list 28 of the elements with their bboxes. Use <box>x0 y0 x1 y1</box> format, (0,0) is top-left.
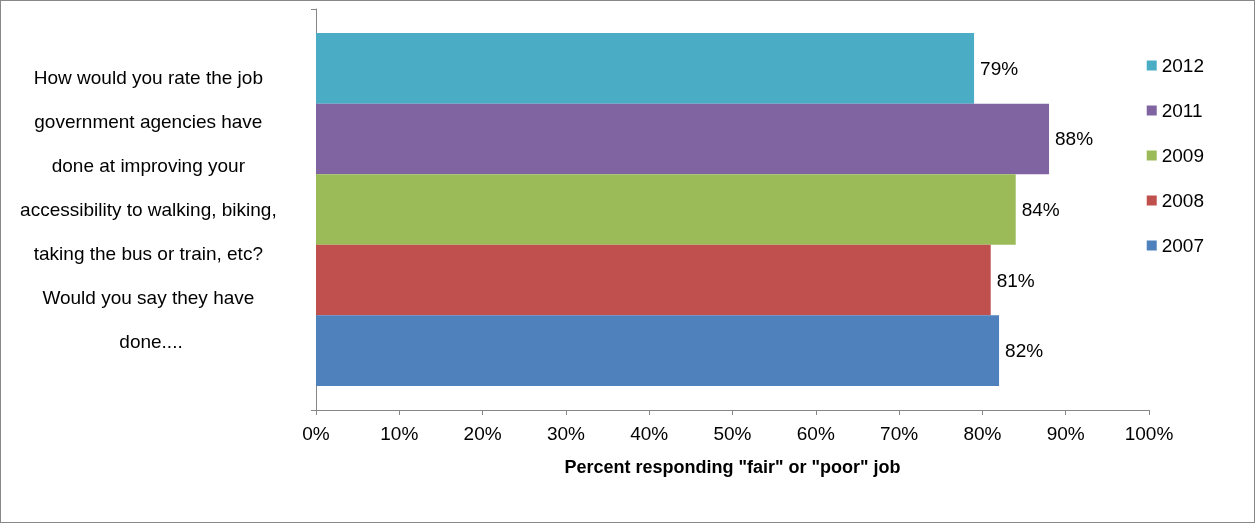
x-tick-label: 100% <box>1124 423 1174 444</box>
x-tick-label: 50% <box>713 423 752 444</box>
x-tick-label: 30% <box>546 423 586 444</box>
x-axis-title: Percent responding "fair" or "poor" job <box>564 457 901 477</box>
x-tick-label: 0% <box>302 423 330 444</box>
x-tick-label: 40% <box>630 423 669 444</box>
bar <box>316 174 1016 245</box>
legend-label: 2007 <box>1161 235 1205 256</box>
x-tick-label: 20% <box>463 423 502 444</box>
x-tick-label: 80% <box>963 423 1002 444</box>
legend-label: 2011 <box>1161 100 1203 121</box>
data-label: 79% <box>980 57 1019 79</box>
bar <box>316 315 1000 386</box>
legend-label: 2008 <box>1161 190 1205 211</box>
bar <box>316 244 991 316</box>
data-label: 88% <box>1055 128 1094 150</box>
category-label: How would you rate the job government agencies have done at improving your accessibility to walking, biking, taking the bus or train, etc? Would you say they have done.... <box>20 67 277 352</box>
bar <box>316 103 1050 175</box>
x-tick-label: 60% <box>796 423 835 444</box>
x-tick-label: 70% <box>880 423 919 444</box>
data-label: 82% <box>1005 340 1044 362</box>
legend-label: 2009 <box>1161 145 1205 166</box>
legend-label: 2012 <box>1161 55 1205 76</box>
data-label: 84% <box>1021 199 1060 220</box>
x-tick-label: 90% <box>1046 423 1085 444</box>
data-label: 81% <box>996 269 1035 291</box>
x-tick-label: 10% <box>380 423 419 444</box>
bar <box>316 33 975 104</box>
